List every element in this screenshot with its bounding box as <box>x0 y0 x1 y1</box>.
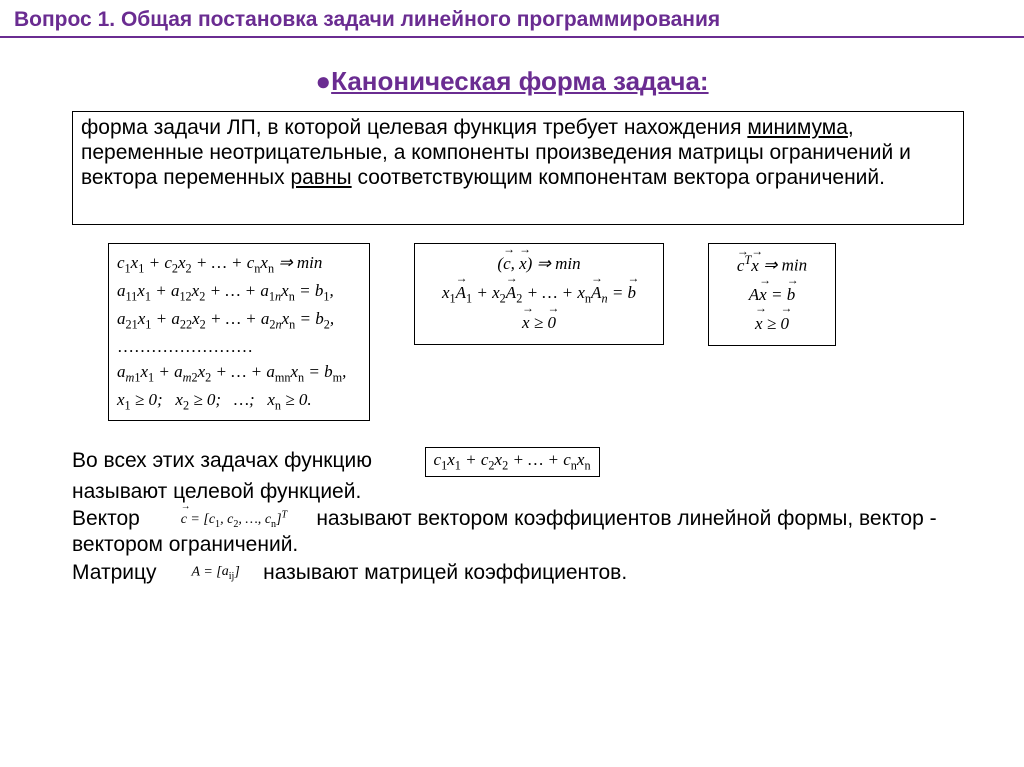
mb2-l3: x ≥ 0 <box>423 309 655 338</box>
bt1-a: Во всех этих задачах функцию <box>72 450 372 473</box>
mb3-l3: x ≥ 0 <box>717 310 827 339</box>
def-u1: минимума <box>747 116 848 139</box>
bt-row1b: называют целевой функцией. <box>72 479 964 505</box>
bt3-math: A = [aij] <box>192 564 240 579</box>
mb3-l2: Ax = b <box>717 281 827 310</box>
mb2-l2: x1A1 + x2A2 + … + xnAn = b <box>423 279 655 309</box>
math-row: c1x1 + c2x2 + … + cnxn ⇒ min a11x1 + a12… <box>108 243 1024 421</box>
math-box-scalar: c1x1 + c2x2 + … + cnxn ⇒ min a11x1 + a12… <box>108 243 370 421</box>
bt-row3: Матрицу A = [aij] называют матрицей коэф… <box>72 560 964 586</box>
def-pre: форма задачи ЛП, в которой целевая функц… <box>81 116 747 139</box>
subtitle: ●Каноническая форма задача: <box>0 66 1024 97</box>
bottom-text: Во всех этих задачах функцию c1x1 + c2x2… <box>72 447 964 585</box>
bt3-b: называют матрицей коэффициентов. <box>263 561 627 584</box>
bt1-math: c1x1 + c2x2 + … + cnxn <box>425 447 600 476</box>
mb1-l1: c1x1 + c2x2 + … + cnxn ⇒ min <box>117 250 361 278</box>
bt2-a: Вектор <box>72 507 140 530</box>
mb3-l1: cTx ⇒ min <box>717 250 827 281</box>
subtitle-text: Каноническая форма задача: <box>331 66 708 96</box>
def-post: соответствующим компонентам вектора огра… <box>352 166 885 189</box>
definition-box: форма задачи ЛП, в которой целевая функц… <box>72 111 964 225</box>
bullet-icon: ● <box>315 66 331 96</box>
bt-row1: Во всех этих задачах функцию c1x1 + c2x2… <box>72 447 964 476</box>
math-box-vector: (c, x) ⇒ min x1A1 + x2A2 + … + xnAn = b … <box>414 243 664 345</box>
bt3-a: Матрицу <box>72 561 157 584</box>
page-header: Вопрос 1. Общая постановка задачи линейн… <box>0 0 1024 38</box>
mb1-l4: …………………… <box>117 334 361 360</box>
bt2-math: c = [c1, c2, …, cn]T <box>181 512 287 527</box>
def-u2: равны <box>290 166 351 189</box>
math-box-matrix: cTx ⇒ min Ax = b x ≥ 0 <box>708 243 836 345</box>
question-number: Вопрос 1. <box>14 8 115 31</box>
header-title: Общая постановка задачи линейного програ… <box>121 8 720 31</box>
bt-row2: Вектор c = [c1, c2, …, cn]T называют век… <box>72 506 964 557</box>
mb1-l3: a21x1 + a22x2 + … + a2nxn = b2, <box>117 306 361 334</box>
mb1-l5: am1x1 + am2x2 + … + amnxn = bm, <box>117 359 361 387</box>
mb1-l6: x1 ≥ 0; x2 ≥ 0; …; xn ≥ 0. <box>117 387 361 415</box>
mb1-l2: a11x1 + a12x2 + … + a1nxn = b1, <box>117 278 361 306</box>
